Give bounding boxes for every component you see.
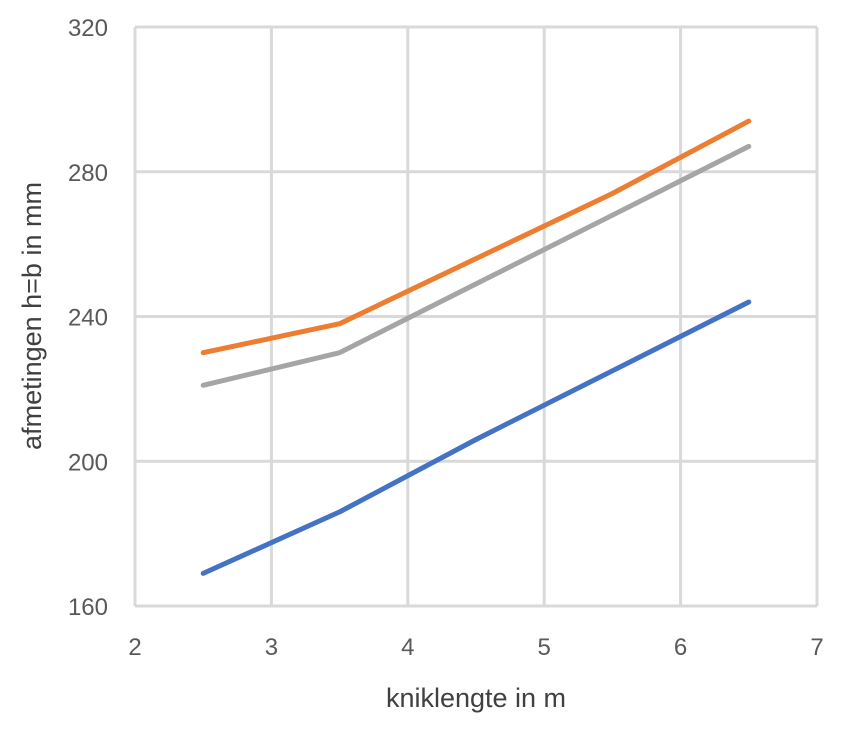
y-tick-label: 280	[68, 160, 108, 187]
x-axis-title: kniklengte in m	[386, 683, 566, 713]
x-tick-label: 3	[265, 634, 278, 661]
y-axis-ticks: 160 200 240 280 320	[68, 15, 108, 621]
x-axis-ticks: 2 3 4 5 6 7	[128, 634, 823, 661]
y-axis-title: afmetingen h=b in mm	[17, 182, 47, 450]
y-tick-label: 320	[68, 15, 108, 42]
x-tick-label: 7	[810, 634, 823, 661]
x-tick-label: 5	[538, 634, 551, 661]
series-line-1	[200, 299, 752, 576]
series-lines	[200, 118, 752, 576]
y-tick-label: 200	[68, 449, 108, 476]
y-tick-label: 240	[68, 305, 108, 332]
y-tick-label: 160	[68, 594, 108, 621]
series-line-3	[200, 143, 752, 388]
x-tick-label: 2	[128, 634, 141, 661]
series-line-2	[200, 118, 752, 356]
x-tick-label: 6	[674, 634, 687, 661]
x-tick-label: 4	[401, 634, 414, 661]
